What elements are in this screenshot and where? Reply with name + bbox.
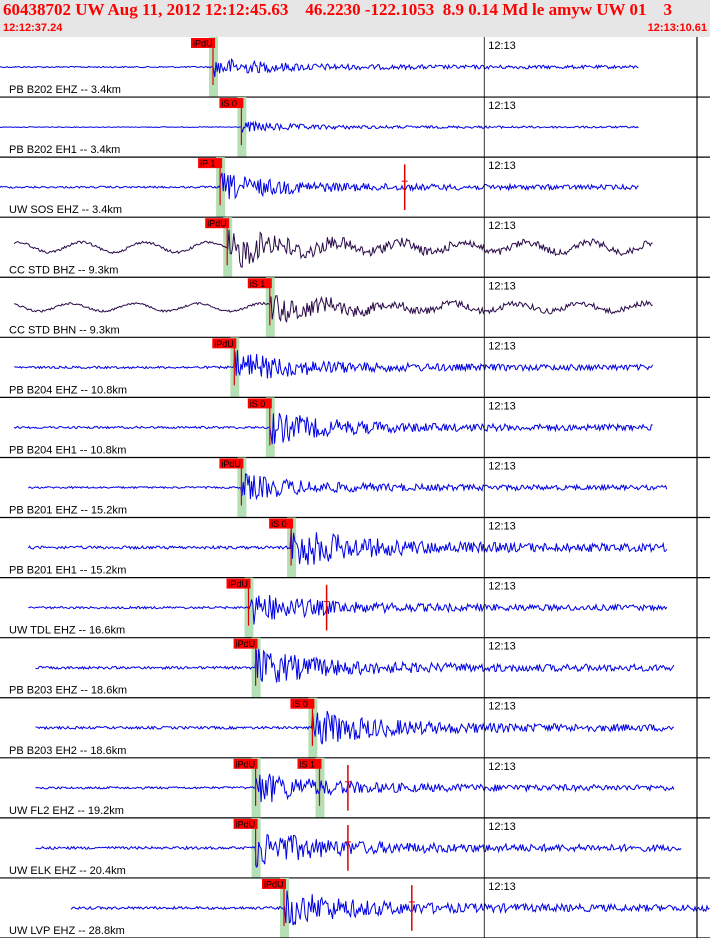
pick-label: iPdU (229, 579, 249, 589)
pick-label: iS 1 (250, 279, 266, 289)
end-time-label: 12:13:10.61 (647, 22, 707, 34)
waveform-trace (35, 833, 682, 868)
pick-label: iPdU (236, 759, 256, 769)
waveform-trace (0, 57, 639, 77)
pick-flag (233, 758, 258, 769)
waveform-trace (14, 295, 653, 323)
time-tick-label: 12:13 (488, 340, 516, 352)
pick-label: iS 0 (292, 699, 308, 709)
channel-label: UW ELK EHZ -- 20.4km (9, 865, 126, 877)
pick-label: iP 1 (200, 159, 215, 169)
channel-label: PB B202 EH1 -- 3.4km (9, 144, 120, 156)
time-tick-label: 12:13 (488, 160, 516, 172)
time-tick-label: 12:13 (488, 280, 516, 292)
channel-label: PB B204 EH1 -- 10.8km (9, 444, 126, 456)
channel-label: UW LVP EHZ -- 28.8km (9, 925, 125, 937)
pick-label: iPdU (214, 339, 234, 349)
pick-flag (219, 458, 244, 469)
time-tick-label: 12:13 (488, 701, 516, 713)
time-tick-label: 12:13 (488, 400, 516, 412)
pick-label: iPdU (207, 219, 227, 229)
pick-flag (219, 98, 244, 109)
pick-flag (205, 218, 230, 229)
channel-label: PB B203 EH2 -- 18.6km (9, 745, 126, 757)
waveform-trace (0, 172, 639, 200)
pick-flag (233, 818, 258, 829)
time-tick-label: 12:13 (488, 100, 516, 112)
waveform-trace (28, 473, 668, 501)
pick-flag (297, 758, 322, 769)
pick-flag (212, 338, 237, 349)
pick-flag (226, 578, 251, 589)
channel-label: UW SOS EHZ -- 3.4km (9, 204, 122, 216)
start-time-label: 12:12:37.24 (3, 22, 63, 34)
pick-label: iPdU (193, 39, 213, 49)
pick-label: iPdU (236, 639, 256, 649)
time-tick-label: 12:13 (488, 220, 516, 232)
waveform-trace (35, 648, 675, 683)
channel-label: PB B204 EHZ -- 10.8km (9, 384, 127, 396)
channel-label: PB B201 EH1 -- 15.2km (9, 565, 126, 577)
time-tick-label: 12:13 (488, 581, 516, 593)
time-tick-label: 12:13 (488, 761, 516, 773)
seismogram-panel: iPdU 12:13 PB B202 EHZ -- 3.4km iS 0 12:13 PB… (0, 37, 710, 938)
waveform-trace (35, 773, 675, 803)
pick-label: iS 1 (300, 759, 316, 769)
waveform-trace (28, 594, 668, 625)
pick-label: iPdU (264, 879, 284, 889)
channel-label: PB B203 EHZ -- 18.6km (9, 685, 127, 697)
pick-flag (198, 158, 223, 169)
channel-label: CC STD BHN -- 9.3km (9, 324, 120, 336)
pick-label: iS 0 (221, 99, 237, 109)
pick-flag (247, 278, 272, 289)
pick-label: iPdU (236, 819, 256, 829)
waveform-trace (14, 350, 654, 379)
time-tick-label: 12:13 (488, 460, 516, 472)
pick-flag (233, 638, 258, 649)
time-tick-label: 12:13 (488, 821, 516, 833)
pick-flag (290, 698, 315, 709)
pick-label: iS 0 (250, 399, 266, 409)
time-tick-label: 12:13 (488, 881, 516, 893)
channel-label: UW FL2 EHZ -- 19.2km (9, 805, 124, 817)
time-tick-label: 12:13 (488, 641, 516, 653)
channel-label: PB B202 EHZ -- 3.4km (9, 84, 121, 96)
time-tick-label: 12:13 (488, 521, 516, 533)
pick-flag (262, 878, 286, 889)
waveform-trace (27, 527, 668, 565)
event-title: 60438702 UW Aug 11, 2012 12:12:45.63 46.… (3, 0, 672, 19)
waveform-trace (70, 890, 710, 926)
channel-label: PB B201 EHZ -- 15.2km (9, 505, 127, 517)
channel-label: CC STD BHZ -- 9.3km (9, 264, 118, 276)
waveform-trace (13, 229, 653, 268)
pick-label: iPdU (221, 459, 241, 469)
header-bar: 60438702 UW Aug 11, 2012 12:12:45.63 46.… (0, 0, 710, 37)
waveform-trace (0, 120, 639, 133)
channel-label: UW TDL EHZ -- 16.6km (9, 625, 125, 637)
waveform-trace (35, 710, 675, 745)
time-tick-label: 12:13 (488, 40, 516, 52)
pick-flag (191, 38, 215, 48)
pick-label: iS 0 (271, 519, 287, 529)
pick-flag (269, 518, 294, 529)
waveform-trace (13, 413, 653, 445)
pick-flag (247, 398, 272, 409)
